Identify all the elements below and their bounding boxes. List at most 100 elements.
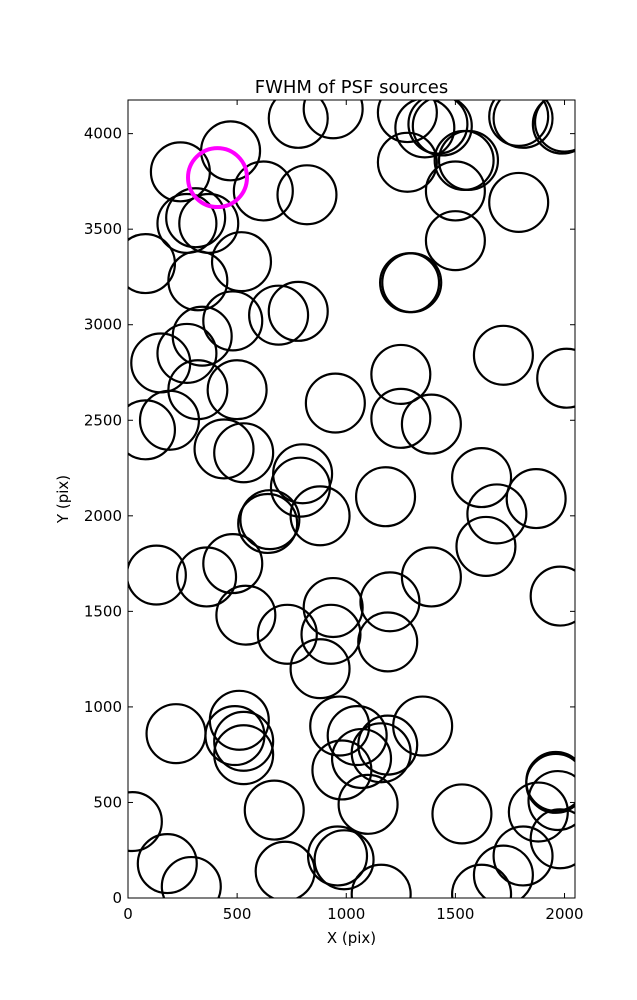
source-circle <box>400 393 462 455</box>
source-circle <box>507 781 569 843</box>
source-circle <box>128 399 177 461</box>
source-circle <box>472 324 534 386</box>
source-circle <box>171 305 233 367</box>
source-circle <box>525 752 575 814</box>
source-circle <box>370 387 432 449</box>
source-circle <box>237 492 299 555</box>
source-circle <box>394 100 456 159</box>
source-circle <box>529 808 575 870</box>
source-circle <box>359 571 421 633</box>
source-circle <box>128 233 177 295</box>
source-circle <box>492 825 554 887</box>
x-axis-label: X (pix) <box>327 929 376 947</box>
source-circle <box>437 129 500 191</box>
chart-title: FWHM of PSF sources <box>255 77 449 98</box>
source-circle <box>370 343 432 405</box>
y-tick-label: 4000 <box>84 125 122 143</box>
source-circle <box>193 418 255 480</box>
source-circle <box>254 840 316 898</box>
source-circle <box>313 829 375 891</box>
y-tick-label: 3500 <box>84 220 122 238</box>
source-circle <box>472 844 534 898</box>
y-tick-label: 1500 <box>84 602 122 620</box>
source-circle <box>392 695 454 757</box>
source-circle <box>529 565 575 627</box>
source-circle <box>176 546 238 608</box>
source-circle <box>451 447 513 509</box>
source-circle <box>378 252 441 314</box>
y-axis-label: Y (pix) <box>54 475 72 524</box>
y-tick-label: 0 <box>112 889 122 907</box>
y-tick-label: 500 <box>93 793 122 811</box>
x-tick-label: 0 <box>123 905 133 923</box>
source-circle <box>272 443 334 505</box>
plot-area <box>127 99 576 899</box>
source-circle <box>488 171 550 233</box>
source-circle <box>354 466 417 528</box>
source-circle <box>536 347 575 409</box>
source-circle <box>267 100 329 149</box>
source-circle <box>531 100 575 155</box>
source-circle <box>376 131 438 193</box>
source-circle <box>505 468 567 530</box>
source-circle <box>202 533 264 595</box>
source-circle <box>136 833 198 895</box>
highlighted-source-circle <box>186 146 249 210</box>
source-circle <box>289 485 351 547</box>
source-circle <box>357 611 419 673</box>
source-circle <box>451 863 513 898</box>
source-circle <box>350 863 412 898</box>
source-circle <box>138 389 201 451</box>
source-circle <box>330 727 393 790</box>
source-circle <box>248 284 310 346</box>
source-circle <box>165 187 227 249</box>
source-circle <box>431 783 493 845</box>
x-tick-label: 1500 <box>436 905 474 923</box>
source-circle <box>488 100 550 147</box>
source-circle <box>326 705 388 767</box>
data-points <box>128 100 575 898</box>
source-circle <box>128 544 187 606</box>
source-circle <box>276 164 338 226</box>
source-circle <box>213 422 275 484</box>
source-circle <box>400 546 462 608</box>
source-circle <box>215 584 277 646</box>
source-circle <box>455 515 517 577</box>
source-circle <box>149 141 211 203</box>
source-circle <box>302 576 364 639</box>
source-circle <box>204 705 266 767</box>
x-tick-label: 2000 <box>545 905 583 923</box>
source-circle <box>156 322 218 384</box>
source-circle <box>424 160 486 222</box>
source-circle <box>376 100 438 144</box>
x-tick-label: 500 <box>223 905 252 923</box>
source-circle <box>302 100 364 140</box>
source-circle <box>466 483 528 545</box>
x-tick-label: 1000 <box>327 905 365 923</box>
source-circle <box>300 603 362 665</box>
y-tick-label: 2500 <box>84 411 122 429</box>
source-circle <box>381 252 443 314</box>
source-circle <box>202 290 264 352</box>
source-circle <box>128 791 163 853</box>
source-circle <box>289 638 351 700</box>
source-circle <box>210 231 273 293</box>
source-circle <box>243 779 305 841</box>
source-circle <box>492 100 554 149</box>
source-circle <box>337 773 399 835</box>
source-circle <box>213 724 275 786</box>
axis-ticks: 0 500 1000 1500 2000 0 500 1000 1500 2000 2500 3000… <box>84 100 584 923</box>
source-circle <box>311 739 373 801</box>
source-circle <box>160 855 222 898</box>
source-circle <box>145 703 207 765</box>
source-circle <box>256 603 318 665</box>
source-circle <box>213 710 275 772</box>
source-circle <box>304 372 366 434</box>
source-circle <box>232 160 294 222</box>
source-circle <box>424 210 486 272</box>
source-circle <box>527 769 575 832</box>
source-circle <box>206 359 268 421</box>
source-circle <box>533 100 575 153</box>
y-tick-label: 3000 <box>84 316 122 334</box>
